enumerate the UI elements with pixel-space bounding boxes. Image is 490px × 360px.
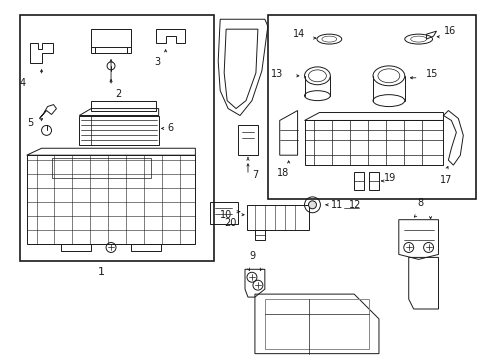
Text: 13: 13 bbox=[270, 69, 283, 79]
Text: 19: 19 bbox=[384, 173, 396, 183]
Text: 16: 16 bbox=[443, 26, 456, 36]
Text: 2: 2 bbox=[115, 89, 121, 99]
Text: 14: 14 bbox=[293, 29, 305, 39]
Text: 8: 8 bbox=[417, 198, 424, 208]
Text: 4: 4 bbox=[20, 78, 25, 88]
Bar bbox=[354, 172, 364, 190]
Text: 1: 1 bbox=[98, 267, 105, 277]
Text: 5: 5 bbox=[26, 118, 33, 129]
Bar bbox=[210, 202, 238, 224]
Bar bbox=[369, 172, 379, 190]
Bar bbox=[91, 100, 156, 111]
Text: 11: 11 bbox=[331, 200, 343, 210]
Text: 6: 6 bbox=[168, 123, 174, 134]
Text: 18: 18 bbox=[276, 168, 289, 178]
Text: 20: 20 bbox=[225, 218, 237, 228]
Bar bbox=[238, 125, 258, 155]
Text: 12: 12 bbox=[349, 200, 362, 210]
Text: 3: 3 bbox=[154, 57, 161, 67]
Text: 10: 10 bbox=[220, 210, 232, 220]
Text: 9: 9 bbox=[249, 251, 255, 261]
Bar bbox=[268, 15, 476, 199]
Bar bbox=[20, 15, 214, 261]
Circle shape bbox=[309, 201, 317, 209]
Text: 17: 17 bbox=[440, 175, 453, 185]
Text: 15: 15 bbox=[426, 69, 438, 79]
Bar bbox=[51, 158, 151, 178]
Text: 7: 7 bbox=[252, 170, 258, 180]
